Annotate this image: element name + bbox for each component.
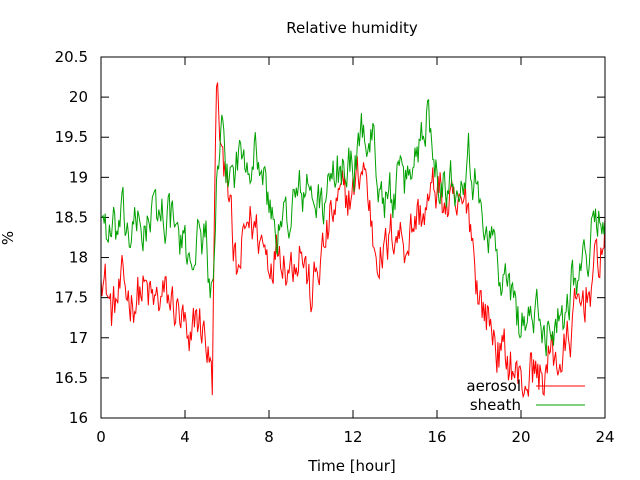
x-tick-label: 8 [264, 428, 274, 446]
y-tick-label: 16.5 [55, 369, 88, 387]
y-axis-label: % [0, 231, 17, 245]
y-tick-label: 17 [69, 329, 88, 347]
plot-frame [100, 56, 606, 419]
x-axis-label: Time [hour] [307, 457, 396, 475]
axes: 16 16.5 17 17.5 18 18.5 19 19.5 20 20.5 0 4 8 12 16 20 2… [55, 48, 615, 446]
y-tick-label: 19 [69, 168, 88, 186]
chart-title: Relative humidity [286, 19, 418, 37]
x-tick-label: 20 [511, 428, 530, 446]
x-tick-label: 0 [96, 428, 106, 446]
y-tick-label: 20.5 [55, 48, 88, 66]
y-tick-label: 20 [69, 88, 88, 106]
y-tick-label: 18.5 [55, 208, 88, 226]
legend-label-sheath: sheath [470, 396, 521, 414]
y-tick-label: 18 [69, 249, 88, 267]
series-line-sheath [101, 98, 606, 357]
series-lines [100, 82, 606, 399]
y-tick-label: 16 [69, 409, 88, 427]
legend-label-aerosol: aerosol [466, 377, 521, 395]
y-tick-label: 17.5 [55, 289, 88, 307]
x-tick-label: 4 [180, 428, 190, 446]
x-tick-label: 12 [343, 428, 362, 446]
series-line-aerosol [100, 82, 606, 399]
y-tick-label: 19.5 [55, 128, 88, 146]
x-tick-label: 16 [427, 428, 446, 446]
x-tick-label: 24 [595, 428, 614, 446]
